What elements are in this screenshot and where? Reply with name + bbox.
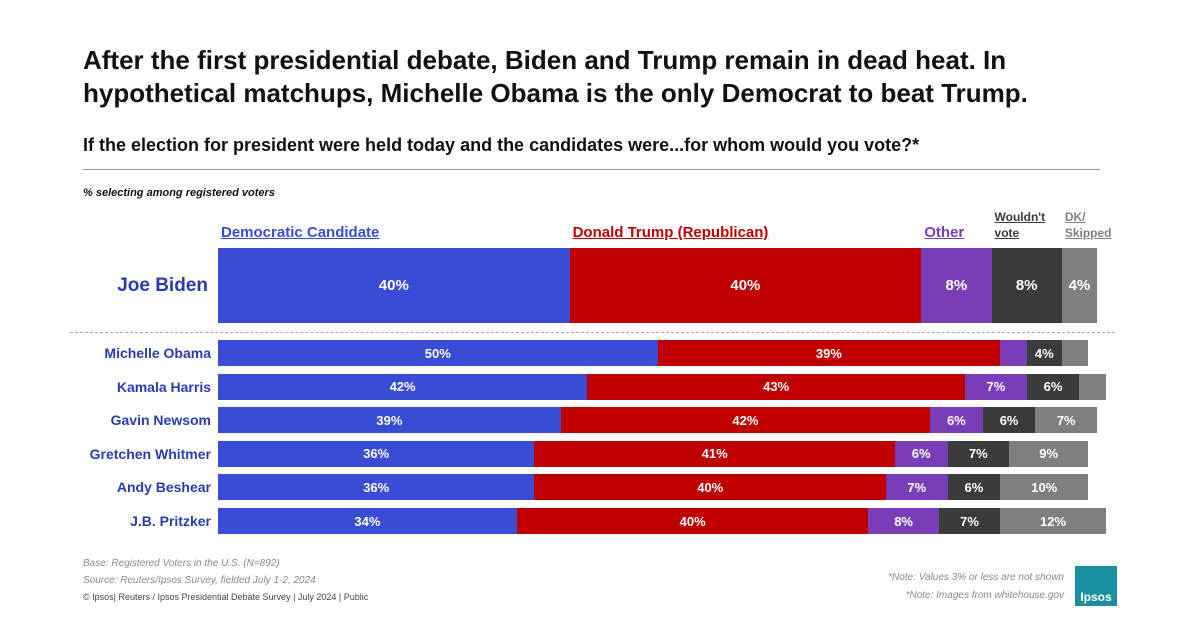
footnote: *Note: Values 3% or less are not shown (888, 572, 1064, 583)
bar-segment (534, 474, 887, 501)
legend-label: Other (924, 224, 965, 241)
footnote: *Note: Images from whitehouse.gov (905, 590, 1064, 601)
bar-segment (982, 407, 1036, 434)
bar-segment (657, 340, 1001, 366)
value-label: 42% (389, 379, 416, 395)
value-label: 34% (354, 513, 381, 529)
footnote: Source: Reuters/Ipsos Survey, fielded Ju… (83, 575, 316, 586)
value-label: 40% (679, 513, 706, 529)
value-label: 7% (986, 379, 1006, 395)
value-label: 40% (378, 277, 409, 294)
value-label: 8% (894, 513, 913, 529)
bar-segment (218, 248, 570, 323)
category-label: Joe Biden (117, 274, 208, 296)
bar-segment (218, 373, 588, 400)
chart-subtitle: If the election for president were held … (83, 135, 920, 155)
legend-label: DK/ Skipped (1064, 210, 1112, 240)
bar-segment (894, 440, 948, 467)
value-label: 6% (999, 412, 1019, 428)
logo: Ipsos (1075, 566, 1117, 606)
separator (70, 332, 1115, 333)
bar-segment (569, 248, 922, 323)
bar-segment (1079, 373, 1106, 400)
value-label: 10% (1031, 479, 1058, 495)
value-label: 7% (960, 513, 979, 529)
divider (83, 169, 1100, 170)
value-label: 7% (907, 479, 927, 495)
bar-segment (218, 508, 517, 534)
value-label: 8% (945, 277, 968, 294)
value-label: 8% (1015, 277, 1038, 294)
bar-segment (1026, 340, 1062, 366)
bar-segment (1026, 373, 1080, 400)
bar-segment (587, 373, 966, 400)
value-label: 6% (911, 446, 931, 462)
value-label: 40% (730, 277, 761, 294)
category-label: J.B. Pritzker (130, 513, 211, 529)
value-label: 40% (697, 479, 724, 495)
value-label: 39% (376, 412, 403, 428)
value-label: 41% (701, 446, 728, 462)
bar-segment (938, 508, 1001, 534)
chart-title: After the first presidential debate, Bid… (83, 45, 1028, 108)
bar-segment (218, 407, 561, 434)
bar-segment (965, 373, 1027, 400)
value-label: 42% (732, 412, 759, 428)
category-label: Michelle Obama (104, 345, 211, 361)
value-label: 43% (763, 379, 790, 395)
category-label: Gavin Newsom (110, 412, 211, 429)
bar-segment (1061, 248, 1097, 323)
bar-segment (534, 440, 895, 467)
legend-label: Donald Trump (Republican) (572, 224, 769, 241)
value-label: 6% (1043, 379, 1063, 395)
value-label: 6% (964, 479, 984, 495)
value-label: 4% (1068, 277, 1091, 294)
bar-segment (929, 407, 983, 434)
value-label: 6% (946, 412, 966, 428)
bar-segment (218, 340, 658, 366)
value-label: 39% (815, 345, 842, 361)
chart-note: % selecting among registered voters (83, 187, 275, 199)
bar-segment (1035, 407, 1097, 434)
bar-segment (947, 440, 1010, 467)
bar-segment (886, 474, 948, 501)
bar-segment (1061, 340, 1089, 366)
bar-segment (516, 508, 869, 534)
bar-segment (218, 440, 535, 467)
bar-segment (1000, 474, 1089, 501)
bar-segment (991, 248, 1062, 323)
category-label: Kamala Harris (116, 378, 211, 395)
legend-label: Democratic Candidate (221, 224, 380, 241)
value-label: 36% (363, 479, 390, 495)
value-label: 9% (1039, 446, 1059, 462)
bar-segment (218, 474, 535, 501)
bar-segment (921, 248, 992, 323)
value-label: 4% (1034, 345, 1054, 361)
category-label: Gretchen Whitmer (89, 445, 211, 462)
bar-segment (947, 474, 1001, 501)
bar-segment (560, 407, 930, 434)
value-label: 36% (363, 446, 390, 462)
legend-label: Wouldn't vote (994, 210, 1046, 240)
footnote: © Ipsos| Reuters / Ipsos Presidential De… (83, 592, 369, 602)
bar-segment (1000, 508, 1106, 534)
bar-segment (1009, 440, 1089, 467)
value-label: 7% (1056, 412, 1076, 428)
value-label: 7% (968, 446, 988, 462)
value-label: 50% (424, 345, 451, 361)
value-label: 12% (1040, 513, 1067, 529)
bar-segment (1000, 340, 1027, 366)
category-label: Andy Beshear (116, 479, 211, 496)
footnote: Base: Registered Voters in the U.S. (N=8… (83, 558, 280, 569)
bar-segment (868, 508, 939, 534)
